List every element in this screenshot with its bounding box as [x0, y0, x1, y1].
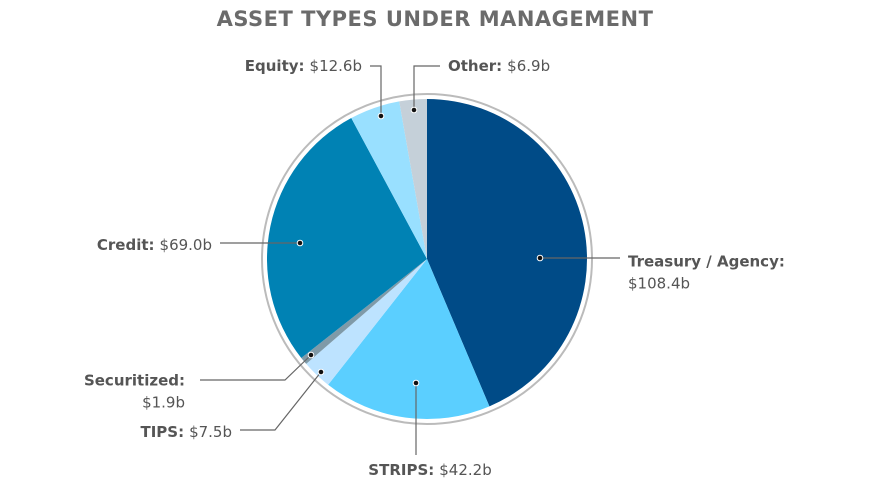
category-label: Other: [448, 57, 502, 75]
category-label: Securitized: [84, 372, 185, 390]
chart-title: ASSET TYPES UNDER MANAGEMENT [217, 7, 654, 31]
leader-dot [296, 239, 304, 247]
leader-dot [412, 379, 420, 387]
pie-slice [306, 259, 427, 385]
pie-slice [427, 99, 587, 407]
leader-line [413, 65, 440, 110]
leader-dot [377, 112, 385, 120]
leader-dot [536, 254, 544, 262]
category-label: Treasury / Agency: [628, 253, 785, 271]
value-label: $6.9b [507, 57, 550, 75]
pie-slice [301, 259, 427, 364]
value-label: $12.6b [310, 57, 362, 75]
value-label: $1.9b [142, 394, 185, 412]
value-label: $69.0b [160, 236, 212, 254]
category-label: STRIPS: [368, 461, 434, 479]
category-label: Credit: [97, 236, 155, 254]
category-label: TIPS: [140, 423, 184, 441]
category-label: Equity: [245, 57, 305, 75]
data-label: Equity: $12.6b [245, 57, 362, 75]
data-label: Credit: $69.0b [97, 236, 212, 254]
data-label: STRIPS: $42.2b [368, 461, 491, 479]
leader-dot [307, 351, 315, 359]
pie-slice [328, 259, 490, 419]
pie-slice [267, 118, 427, 358]
pie-ring [261, 93, 593, 425]
value-label: $42.2b [439, 461, 491, 479]
data-label: TIPS: $7.5b [140, 423, 232, 441]
leader-line [370, 65, 382, 116]
pie-slice [351, 101, 427, 260]
value-label: $108.4b [628, 275, 690, 293]
leader-line [240, 371, 322, 431]
leader-dot [410, 106, 418, 114]
data-label: Other: $6.9b [448, 57, 550, 75]
value-label: $7.5b [189, 423, 232, 441]
leader-dot [317, 368, 325, 376]
leader-line [200, 354, 312, 381]
pie-slice [399, 99, 427, 259]
